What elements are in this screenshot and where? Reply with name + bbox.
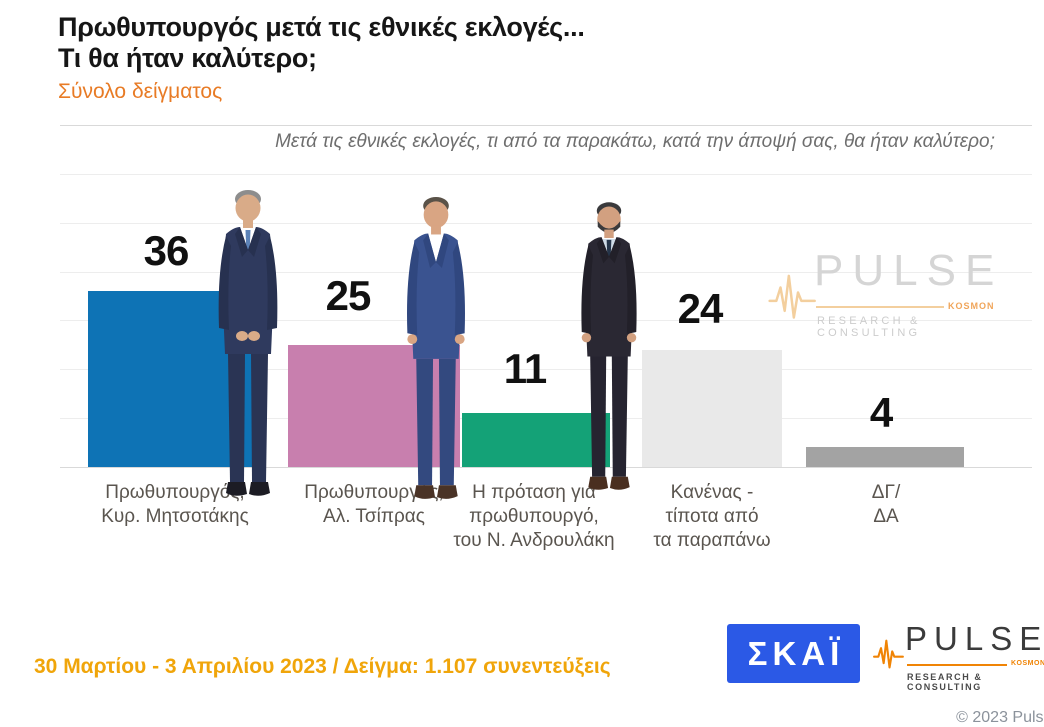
watermark-brand-text: PULSE [814, 246, 1004, 295]
gridline [60, 320, 1032, 321]
pulse-logo-sub: RESEARCH & CONSULTING [907, 672, 983, 692]
title-line-1: Πρωθυπουργός μετά τις εθνικές εκλογές... [58, 12, 585, 42]
fieldwork-sample-text: 30 Μαρτίου - 3 Απριλίου 2023 / Δείγμα: 1… [34, 655, 611, 678]
title-line-2: Τι θα ήταν καλύτερο; [58, 43, 317, 73]
heartbeat-icon [768, 274, 816, 319]
heartbeat-icon [873, 639, 904, 669]
sample-subtitle: Σύνολο δείγματος [58, 80, 223, 103]
skai-logo: ΣΚΑΪ [727, 624, 860, 683]
value-label-0: 36 [143, 227, 190, 274]
watermark-kosmon-text: KOSMON [948, 301, 995, 311]
category-label-0: Πρωθυπουργός, Κυρ. Μητσοτάκης [101, 482, 249, 527]
baseline [60, 467, 1032, 468]
gridline [60, 223, 1032, 224]
bar-3 [642, 350, 782, 467]
person-photo-androulakis [581, 202, 637, 490]
pulse-logo-kosmon: KOSMON [1011, 660, 1044, 667]
copyright-note: © 2023 Pulse RC [956, 709, 1044, 726]
category-label-4: ΔΓ/ΔΑ [871, 482, 901, 527]
skai-logo-text: ΣΚΑΪ [747, 634, 845, 672]
value-label-2: 11 [503, 345, 547, 392]
gridline [60, 125, 1032, 126]
bar-2 [462, 413, 610, 467]
pulse-logo-brand: PULSE [905, 620, 1044, 657]
value-label-1: 25 [325, 272, 372, 319]
gridline [60, 174, 1032, 175]
pulse-logo: PULSE KOSMON RESEARCH & CONSULTING [873, 620, 1044, 692]
page-title: Πρωθυπουργός μετά τις εθνικές εκλογές...… [58, 12, 585, 74]
value-label-4: 4 [869, 389, 893, 436]
pulse-logo-rule [907, 664, 1007, 666]
category-label-3: Κανένας - τίποτα από τα παραπάνω [653, 482, 771, 551]
watermark-rule [816, 306, 944, 308]
gridline [60, 272, 1032, 273]
value-label-3: 24 [677, 285, 724, 332]
gridline [60, 369, 1032, 370]
category-label-2: Η πρόταση για πρωθυπουργό, του Ν. Ανδρουλά… [453, 482, 615, 551]
category-label-1: Πρωθυπουργός, Αλ. Τσίπρας [304, 482, 444, 527]
pulse-watermark: PULSE KOSMON RESEARCH & CONSULTING [768, 246, 1018, 339]
question-note: Μετά τις εθνικές εκλογές, τι από τα παρα… [275, 131, 995, 152]
person-photo-mitsotakis [218, 190, 278, 496]
bar-4 [806, 447, 964, 467]
watermark-sub-text: RESEARCH & CONSULTING [817, 315, 921, 339]
person-photo-tsipras [407, 196, 465, 499]
